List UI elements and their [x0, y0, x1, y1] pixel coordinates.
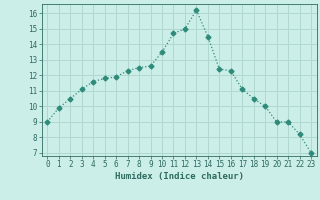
X-axis label: Humidex (Indice chaleur): Humidex (Indice chaleur): [115, 172, 244, 181]
